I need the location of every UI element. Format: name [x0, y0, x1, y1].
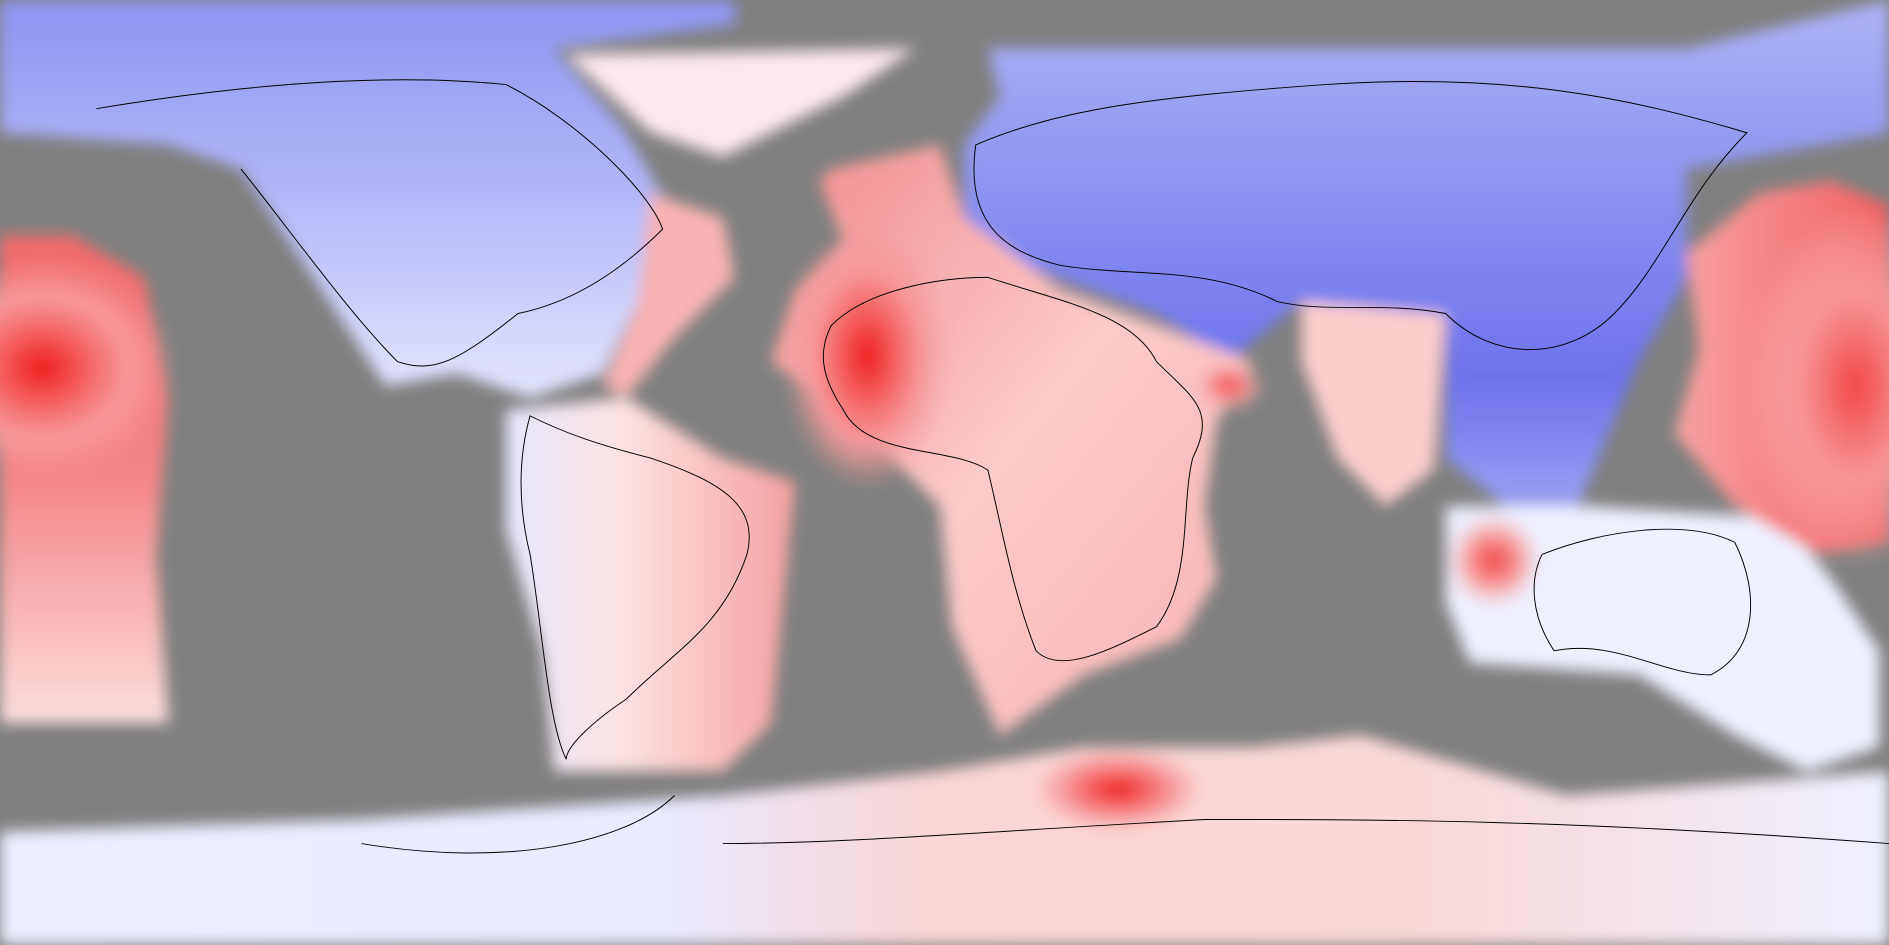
australia-field	[1445, 506, 1880, 772]
coastline	[96, 79, 664, 367]
arabia-hotspot	[1192, 359, 1265, 413]
greenland-field	[566, 48, 916, 157]
southern-ocean-hotspot	[1033, 747, 1203, 832]
indian-ocean-hotspot	[1445, 512, 1543, 609]
west-africa-hotspot	[783, 223, 952, 489]
coastline	[973, 80, 1748, 350]
eurasia-field	[963, 0, 1889, 507]
north-america-field	[0, 0, 735, 398]
north-atlantic-field	[602, 193, 735, 398]
coastline	[822, 276, 1203, 662]
coastline	[1533, 528, 1752, 676]
coastline	[520, 415, 750, 760]
coastline	[361, 795, 1889, 854]
coastlines	[96, 79, 1889, 854]
pacific-hotspot	[0, 259, 175, 477]
antarctica-field	[0, 735, 1889, 945]
east-pacific-hotspot	[1746, 205, 1889, 567]
india-field	[1301, 301, 1446, 507]
